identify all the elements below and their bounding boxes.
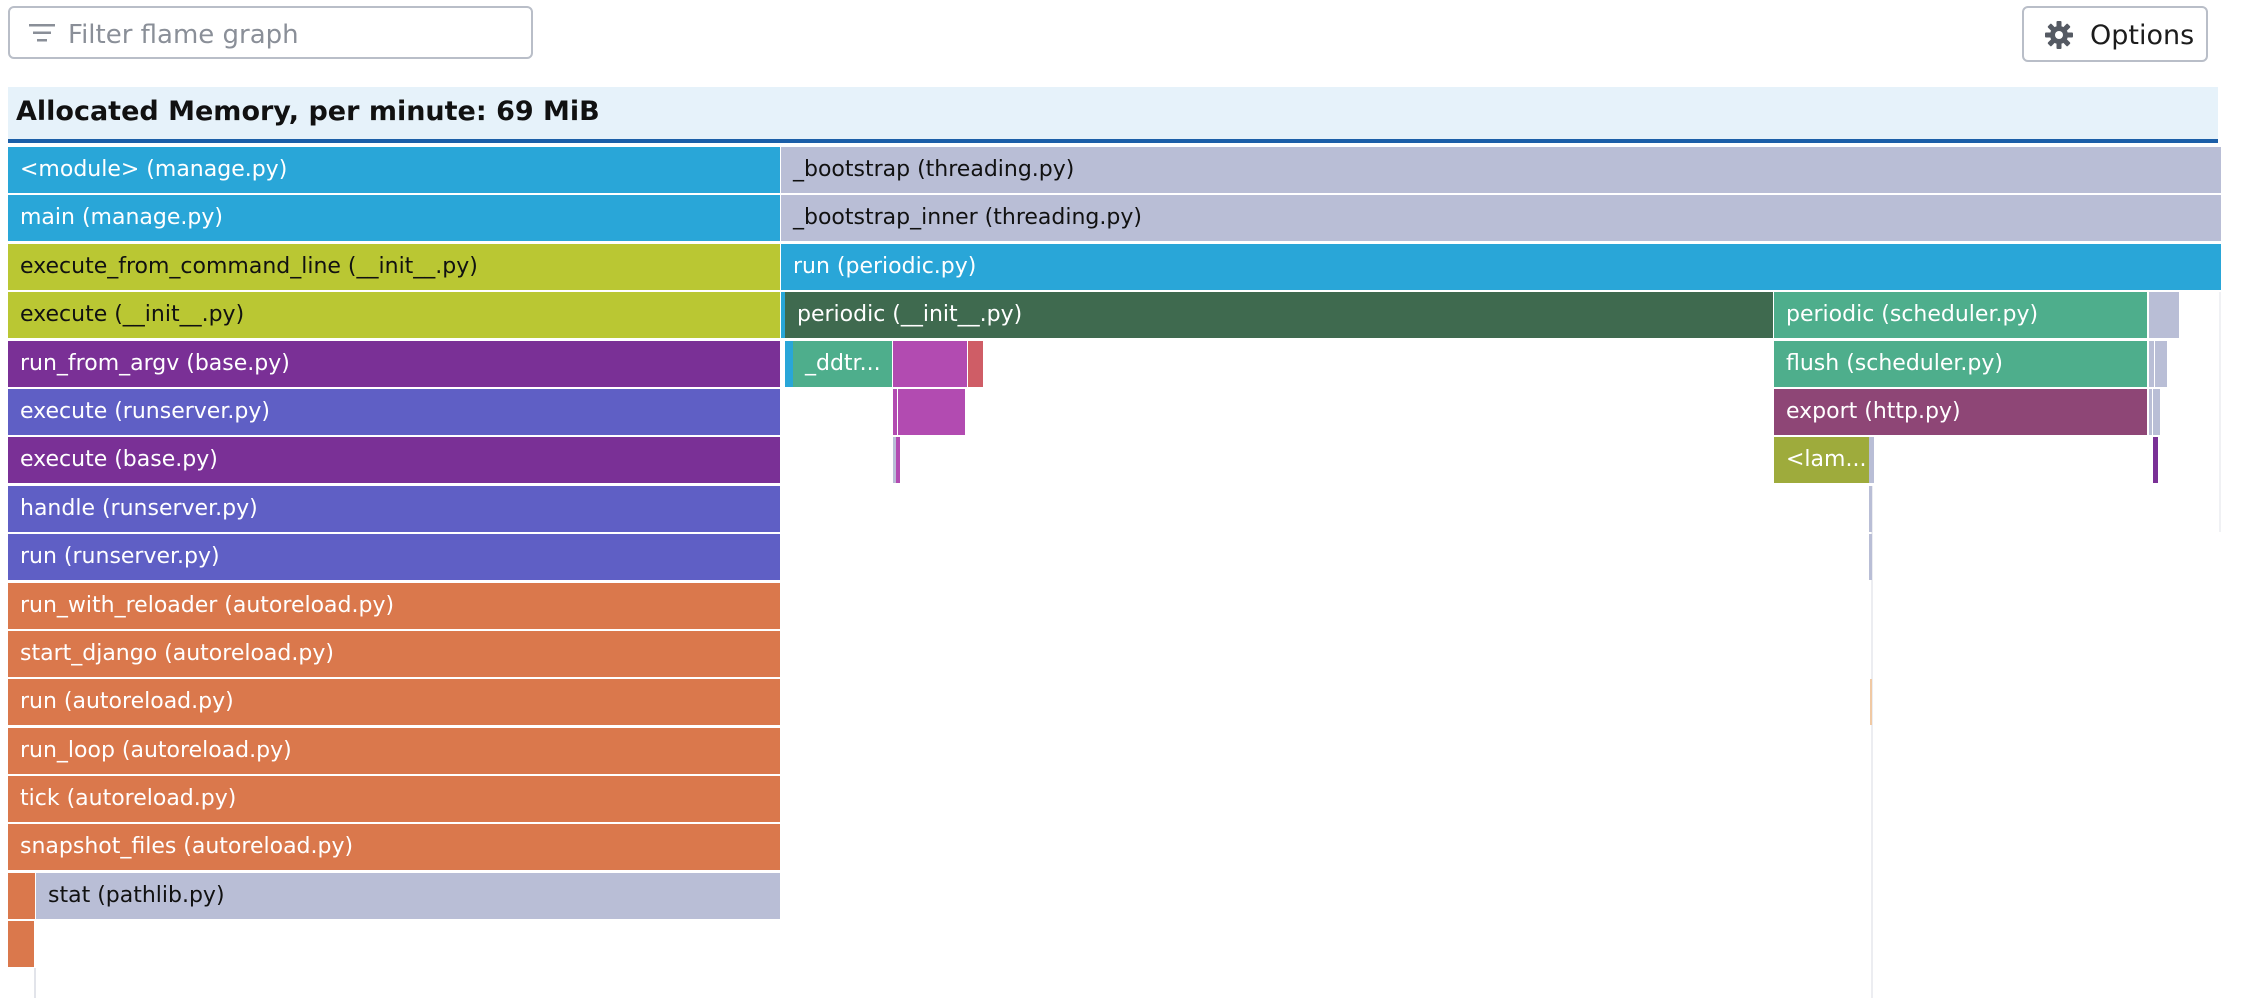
flame-frame[interactable]: periodic (scheduler.py) xyxy=(1774,292,2147,338)
flame-frame[interactable]: flush (scheduler.py) xyxy=(1774,341,2147,387)
flame-frame[interactable]: <lam... xyxy=(1774,437,1869,483)
flame-frame[interactable]: start_django (autoreload.py) xyxy=(8,631,780,677)
call-guide-line xyxy=(2219,292,2221,532)
call-guide-line xyxy=(34,968,36,998)
flame-frame[interactable]: stat (pathlib.py) xyxy=(36,873,780,919)
flame-graph-header: Allocated Memory, per minute: 69 MiB xyxy=(8,87,2218,143)
flame-frame[interactable]: export (http.py) xyxy=(1774,389,2147,435)
flame-frame[interactable]: execute (__init__.py) xyxy=(8,292,780,338)
filter-input[interactable]: Filter flame graph xyxy=(8,6,533,59)
flame-frame[interactable] xyxy=(968,341,983,387)
flame-frame[interactable] xyxy=(785,341,793,387)
flame-frame[interactable]: run_from_argv (base.py) xyxy=(8,341,780,387)
flame-frame[interactable]: _bootstrap (threading.py) xyxy=(781,147,2221,193)
flame-frame[interactable] xyxy=(893,437,896,483)
filter-placeholder: Filter flame graph xyxy=(68,20,299,50)
call-guide-line xyxy=(1871,486,1873,998)
flame-frame[interactable]: run (periodic.py) xyxy=(781,244,2221,290)
flame-frame[interactable] xyxy=(2155,341,2167,387)
flame-frame[interactable] xyxy=(896,437,900,483)
flame-frame[interactable]: snapshot_files (autoreload.py) xyxy=(8,824,780,870)
flame-frame[interactable]: run_with_reloader (autoreload.py) xyxy=(8,583,780,629)
flame-frame[interactable] xyxy=(8,873,35,919)
flame-graph-title: Allocated Memory, per minute: 69 MiB xyxy=(16,96,600,127)
flame-frame[interactable] xyxy=(2153,437,2158,483)
gear-icon xyxy=(2045,21,2073,49)
flame-frame[interactable]: main (manage.py) xyxy=(8,195,780,241)
flame-frame[interactable] xyxy=(781,292,785,338)
flame-frame[interactable]: _ddtr... xyxy=(793,341,892,387)
options-label: Options xyxy=(2090,20,2195,51)
flame-frame[interactable]: periodic (__init__.py) xyxy=(785,292,1773,338)
flame-frame[interactable] xyxy=(1869,534,1872,580)
flame-frame[interactable]: _bootstrap_inner (threading.py) xyxy=(781,195,2221,241)
flame-frame[interactable]: execute (runserver.py) xyxy=(8,389,780,435)
flame-frame[interactable] xyxy=(898,389,965,435)
flame-frame[interactable]: execute (base.py) xyxy=(8,437,780,483)
flame-frame[interactable] xyxy=(2149,389,2152,435)
flame-frame[interactable]: execute_from_command_line (__init__.py) xyxy=(8,244,780,290)
flame-frame[interactable]: <module> (manage.py) xyxy=(8,147,780,193)
options-button[interactable]: Options xyxy=(2022,6,2208,62)
flame-frame[interactable] xyxy=(893,341,967,387)
flame-frame[interactable] xyxy=(8,921,34,967)
flame-frame[interactable] xyxy=(2153,389,2160,435)
flame-frame[interactable] xyxy=(893,389,897,435)
flame-frame[interactable]: run (autoreload.py) xyxy=(8,679,780,725)
flame-frame[interactable] xyxy=(1869,437,1874,483)
flame-frame[interactable] xyxy=(1869,486,1872,532)
flame-frame[interactable]: run_loop (autoreload.py) xyxy=(8,728,780,774)
flame-frame[interactable] xyxy=(1870,679,1872,725)
flame-frame[interactable]: handle (runserver.py) xyxy=(8,486,780,532)
flame-frame[interactable]: run (runserver.py) xyxy=(8,534,780,580)
flame-frame[interactable] xyxy=(2149,341,2154,387)
flame-frame[interactable] xyxy=(2149,292,2179,338)
filter-icon xyxy=(29,24,55,42)
flame-frame[interactable]: tick (autoreload.py) xyxy=(8,776,780,822)
